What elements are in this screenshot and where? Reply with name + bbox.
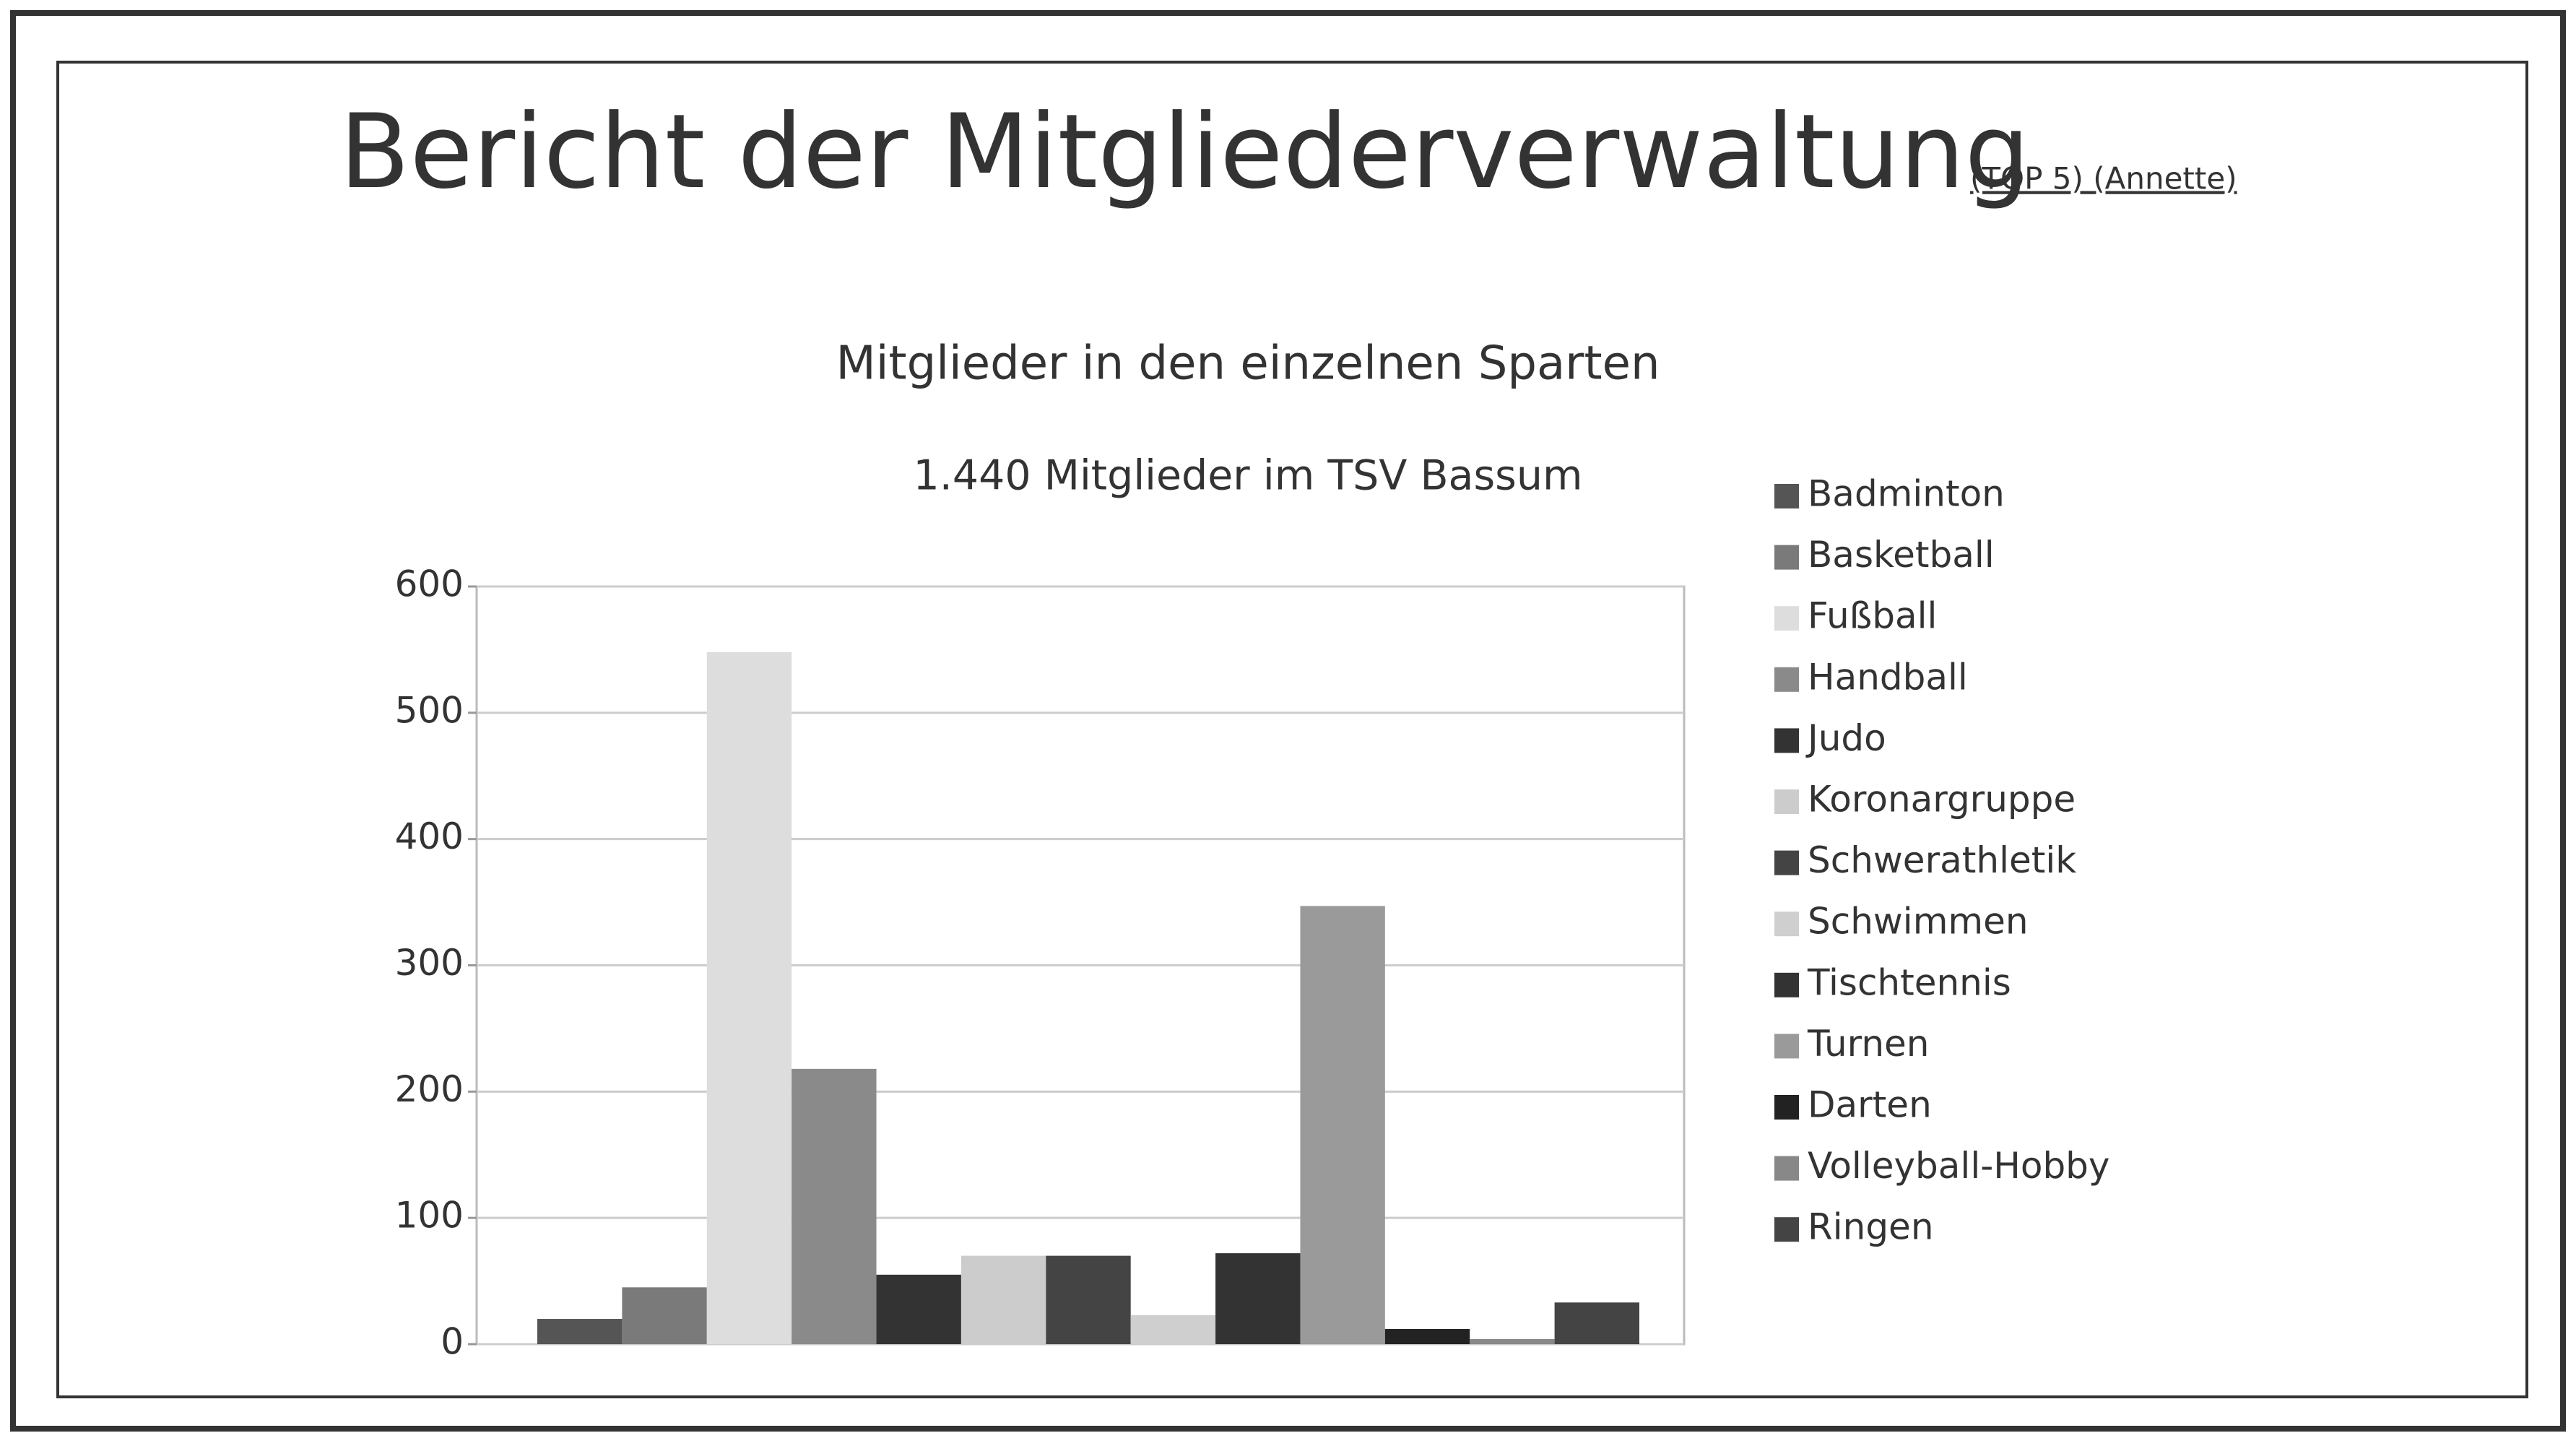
y-tick-label: 200 xyxy=(395,1068,464,1110)
legend-swatch xyxy=(1774,728,1799,753)
legend-swatch xyxy=(1774,850,1799,875)
slide-frame xyxy=(56,61,2528,1398)
bar xyxy=(622,1287,707,1344)
legend-label: Badminton xyxy=(1808,473,2005,515)
legend-swatch xyxy=(1774,606,1799,631)
legend-swatch xyxy=(1774,545,1799,570)
legend-label: Turnen xyxy=(1807,1023,1929,1065)
bar xyxy=(792,1068,877,1344)
legend-swatch xyxy=(1774,1034,1799,1059)
bar xyxy=(1046,1255,1131,1344)
y-tick-label: 500 xyxy=(395,689,464,731)
legend-swatch xyxy=(1774,972,1799,997)
y-tick-label: 600 xyxy=(395,563,464,605)
slide-title: Bericht der Mitgliederverwaltung xyxy=(339,92,2030,212)
y-tick-label: 100 xyxy=(395,1195,464,1237)
bar xyxy=(1470,1339,1555,1344)
bar xyxy=(537,1319,623,1344)
y-tick-label: 300 xyxy=(395,942,464,984)
legend-swatch xyxy=(1774,1217,1799,1242)
legend-swatch xyxy=(1774,1156,1799,1181)
legend-label: Fußball xyxy=(1808,595,1937,637)
chart-title: Mitglieder in den einzelnen Sparten xyxy=(836,337,1660,391)
chart-subtitle: 1.440 Mitglieder im TSV Bassum xyxy=(913,452,1582,500)
slide-note: (TOP 5) (Annette) xyxy=(1970,161,2237,196)
bar xyxy=(706,651,792,1344)
legend-label: Schwerathletik xyxy=(1808,839,2076,881)
bar xyxy=(1554,1302,1639,1344)
bar xyxy=(876,1274,961,1344)
legend-label: Tischtennis xyxy=(1807,961,2011,1003)
legend-swatch xyxy=(1774,1095,1799,1120)
legend-label: Schwimmen xyxy=(1808,901,2029,943)
y-tick-label: 0 xyxy=(441,1321,464,1363)
legend-swatch xyxy=(1774,912,1799,937)
bar xyxy=(960,1255,1046,1344)
legend-swatch xyxy=(1774,789,1799,814)
legend-label: Volleyball-Hobby xyxy=(1808,1145,2110,1187)
legend-label: Handball xyxy=(1808,656,1968,698)
bar xyxy=(1300,906,1385,1344)
legend-label: Ringen xyxy=(1808,1206,1934,1248)
y-tick-label: 400 xyxy=(395,815,464,857)
legend-label: Judo xyxy=(1805,717,1886,759)
bar xyxy=(1384,1329,1470,1344)
legend-label: Basketball xyxy=(1808,534,1995,576)
outer-frame xyxy=(10,10,2566,1432)
legend-swatch xyxy=(1774,484,1799,508)
legend-label: Koronargruppe xyxy=(1808,779,2076,821)
bar xyxy=(1130,1315,1216,1344)
legend-label: Darten xyxy=(1808,1084,1932,1126)
bar xyxy=(1215,1253,1301,1344)
legend-swatch xyxy=(1774,667,1799,692)
